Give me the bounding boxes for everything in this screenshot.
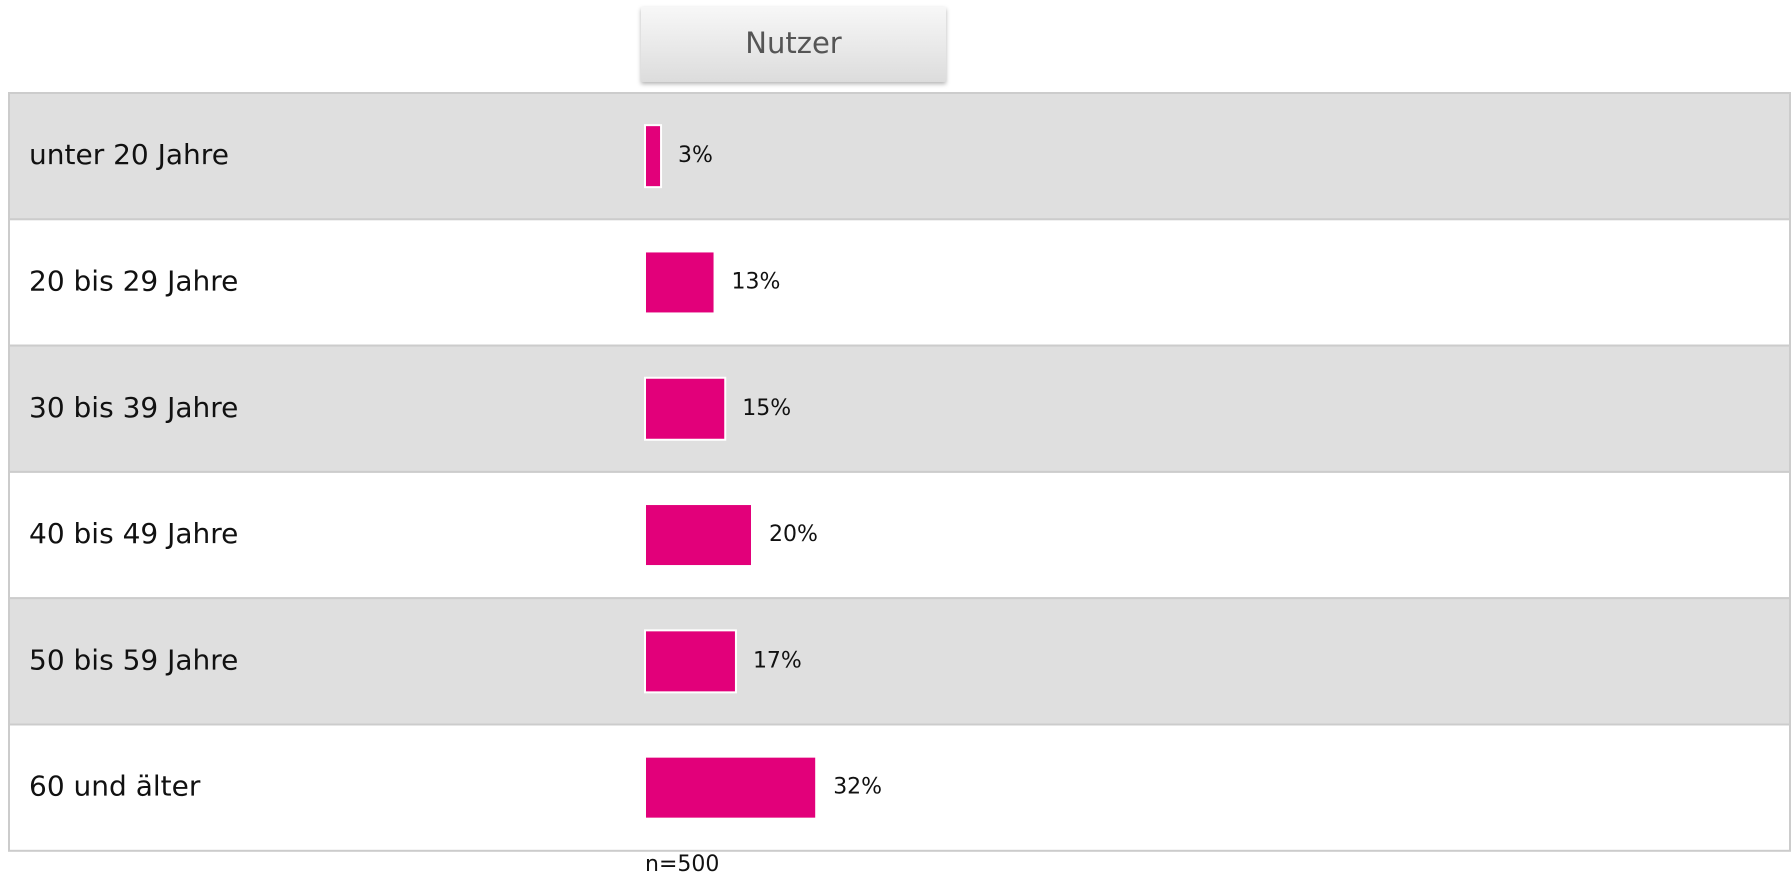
row-background	[8, 723, 1791, 852]
category-label: 30 bis 39 Jahre	[29, 391, 238, 424]
bar	[644, 376, 727, 441]
row-background	[8, 470, 1791, 600]
bar	[644, 124, 663, 189]
value-label: 13%	[732, 269, 781, 294]
category-label: 60 und älter	[29, 770, 201, 803]
category-label: unter 20 Jahre	[29, 138, 229, 171]
row-background	[8, 597, 1791, 726]
category-label: 20 bis 29 Jahre	[29, 264, 238, 297]
value-label: 15%	[742, 396, 791, 421]
bar	[644, 755, 818, 820]
row-background	[8, 344, 1791, 473]
series-header[interactable]	[641, 7, 946, 82]
category-label: 50 bis 59 Jahre	[29, 643, 238, 676]
value-label: 17%	[753, 648, 802, 673]
rows	[8, 92, 1791, 852]
legend-label: Nutzer	[745, 26, 842, 60]
row-background	[8, 92, 1791, 221]
category-label: 40 bis 49 Jahre	[29, 517, 238, 550]
bar	[644, 503, 753, 568]
value-label: 32%	[833, 775, 882, 800]
sample-note: n=500	[645, 852, 719, 877]
bar	[644, 250, 716, 315]
value-label: 20%	[769, 522, 818, 547]
row-background	[8, 218, 1791, 347]
value-label: 3%	[678, 143, 713, 168]
bar	[644, 629, 737, 694]
